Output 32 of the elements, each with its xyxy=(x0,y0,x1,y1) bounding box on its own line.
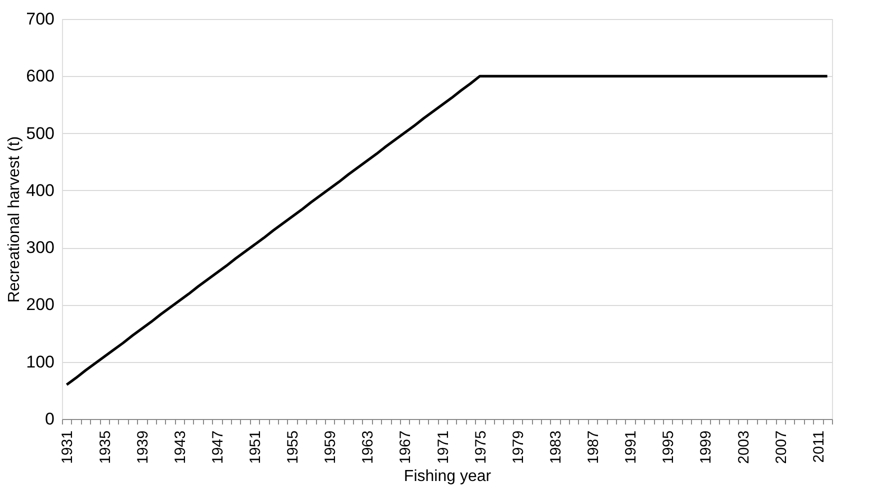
x-tick-label: 1943 xyxy=(172,430,189,464)
y-axis-title: Recreational harvest (t) xyxy=(6,136,24,303)
y-tick-label: 200 xyxy=(26,295,54,314)
x-tick-label: 1995 xyxy=(660,430,678,464)
x-tick-label: 2003 xyxy=(735,430,752,464)
x-tick-label: 1951 xyxy=(247,430,264,464)
x-tick-label: 1931 xyxy=(59,430,76,464)
x-tick-label: 1991 xyxy=(622,430,640,464)
x-tick-label: 1947 xyxy=(209,430,226,464)
x-tick-label: 1967 xyxy=(397,430,414,464)
x-tick-label: 1963 xyxy=(360,430,377,464)
x-tick-label: 1999 xyxy=(698,430,715,464)
y-tick-label: 400 xyxy=(26,180,54,200)
x-tick-label: 1971 xyxy=(434,430,452,464)
x-tick-label: 1987 xyxy=(585,430,602,464)
y-tick-label: 300 xyxy=(26,238,54,258)
x-tick-label: 1975 xyxy=(472,430,490,464)
x-tick-label: 2007 xyxy=(772,430,790,464)
x-tick-label: 1939 xyxy=(134,430,152,464)
y-tick-label: 700 xyxy=(26,10,54,28)
x-tick-label: 1955 xyxy=(284,430,302,464)
y-tick-label: 0 xyxy=(45,410,54,428)
y-tick-label: 600 xyxy=(26,66,54,86)
x-tick-label: 1935 xyxy=(96,430,114,464)
x-tick-label: 2011 xyxy=(810,430,828,463)
y-tick-label: 500 xyxy=(26,124,54,143)
y-tick-label: 100 xyxy=(26,352,54,372)
x-tick-label: 1959 xyxy=(322,430,340,464)
x-tick-label: 1979 xyxy=(510,430,527,464)
x-axis-title: Fishing year xyxy=(404,468,492,485)
x-tick-label: 1983 xyxy=(547,430,564,464)
line-series xyxy=(65,74,829,386)
